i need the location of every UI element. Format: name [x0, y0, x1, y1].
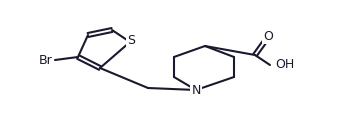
Text: N: N [191, 84, 201, 96]
Text: O: O [263, 29, 273, 43]
Text: OH: OH [275, 58, 294, 72]
Text: Br: Br [39, 53, 53, 67]
Text: S: S [127, 34, 135, 48]
